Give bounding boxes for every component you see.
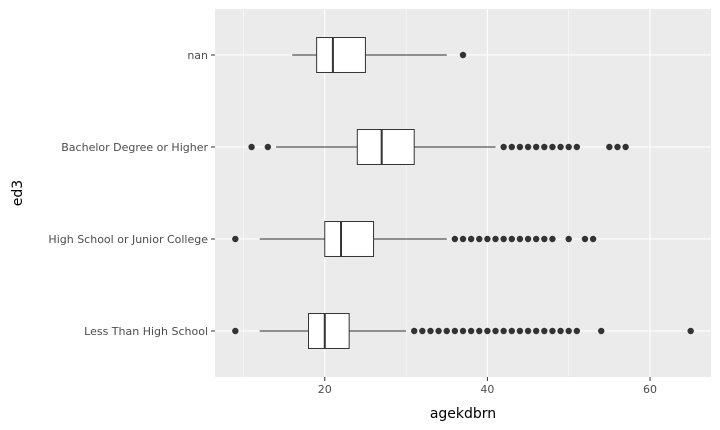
- outlier-point: [622, 143, 629, 151]
- outlier-point: [524, 143, 532, 151]
- outlier-point: [573, 327, 581, 335]
- y-tick-label: nan: [187, 49, 208, 62]
- outlier-point: [565, 143, 572, 151]
- y-tick-label: Less Than High School: [84, 325, 208, 338]
- outlier-point: [516, 327, 524, 335]
- outlier-point: [419, 327, 426, 335]
- outlier-point: [606, 143, 613, 151]
- outlier-point: [532, 143, 540, 151]
- outlier-point: [508, 327, 515, 335]
- outlier-point: [500, 235, 507, 243]
- outlier-point: [549, 143, 556, 151]
- outlier-point: [500, 143, 507, 151]
- outlier-point: [500, 327, 507, 335]
- outlier-point: [435, 327, 442, 335]
- outlier-point: [598, 327, 605, 335]
- outlier-point: [459, 235, 467, 243]
- box-iqr: [356, 129, 415, 165]
- outlier-point: [484, 235, 491, 243]
- plot-panel: [215, 9, 711, 377]
- outlier-point: [516, 235, 524, 243]
- outlier-point: [451, 327, 459, 335]
- outlier-point: [492, 235, 499, 243]
- y-tick-label: Bachelor Degree or Higher: [61, 141, 208, 154]
- outlier-point: [541, 143, 548, 151]
- outlier-point: [532, 235, 540, 243]
- outlier-point: [508, 235, 515, 243]
- box-bachelor-degree-or-higher: [248, 129, 629, 165]
- outlier-point: [443, 327, 450, 335]
- outlier-point: [687, 327, 694, 335]
- outlier-point: [581, 235, 589, 243]
- outlier-point: [541, 327, 548, 335]
- outlier-point: [459, 327, 467, 335]
- outlier-point: [549, 235, 556, 243]
- outlier-point: [565, 327, 572, 335]
- x-tick-label: 60: [643, 383, 657, 396]
- outlier-point: [492, 327, 499, 335]
- outlier-point: [232, 327, 239, 335]
- x-axis-title: agekdbrn: [430, 406, 496, 422]
- outlier-point: [565, 235, 572, 243]
- outlier-point: [589, 235, 597, 243]
- outlier-point: [541, 235, 548, 243]
- outlier-point: [459, 51, 467, 59]
- outlier-point: [524, 235, 532, 243]
- outlier-point: [427, 327, 434, 335]
- box-nan: [292, 37, 467, 73]
- outlier-point: [557, 143, 564, 151]
- outlier-point: [484, 327, 491, 335]
- outlier-point: [516, 143, 524, 151]
- outlier-point: [557, 327, 564, 335]
- x-tick-label: 40: [480, 383, 494, 396]
- outlier-point: [411, 327, 418, 335]
- outlier-point: [476, 235, 483, 243]
- outlier-point: [264, 143, 272, 151]
- outlier-point: [614, 143, 621, 151]
- y-axis-title: ed3: [10, 180, 26, 206]
- box-iqr: [308, 313, 350, 349]
- outlier-point: [232, 235, 239, 243]
- y-tick-label: High School or Junior College: [48, 233, 208, 246]
- outlier-point: [532, 327, 540, 335]
- box-high-school-or-junior-college: [232, 221, 597, 257]
- outlier-point: [573, 143, 581, 151]
- outlier-point: [524, 327, 532, 335]
- box-series: [232, 37, 694, 349]
- outlier-point: [549, 327, 556, 335]
- axis-ticks: 20 40 60 Less Than High School High School o…: [48, 49, 657, 396]
- box-less-than-high-school: [232, 313, 694, 349]
- outlier-point: [508, 143, 515, 151]
- x-tick-label: 20: [318, 383, 332, 396]
- box-iqr: [324, 221, 375, 257]
- outlier-point: [451, 235, 459, 243]
- box-iqr: [316, 37, 366, 73]
- outlier-point: [476, 327, 483, 335]
- outlier-point: [248, 143, 255, 151]
- outlier-point: [467, 327, 475, 335]
- outlier-point: [467, 235, 475, 243]
